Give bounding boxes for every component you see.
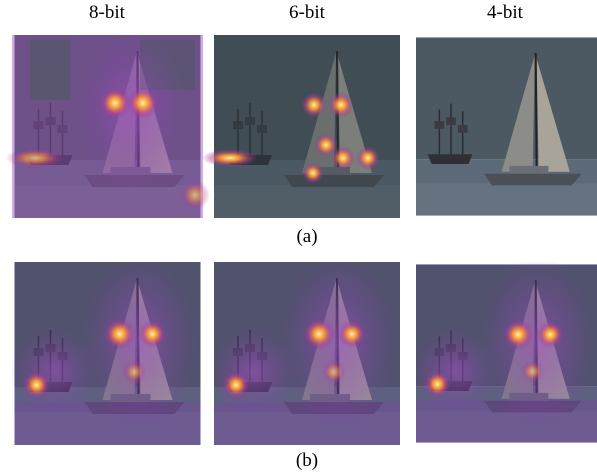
column-label: 8-bit bbox=[89, 2, 126, 23]
image-a-8bit bbox=[5, 30, 210, 218]
image-b-8bit bbox=[12, 262, 202, 445]
row-caption: (b) bbox=[296, 450, 318, 471]
image-b-4bit bbox=[416, 262, 597, 444]
image-b-6bit bbox=[214, 262, 400, 445]
column-label: 4-bit bbox=[487, 2, 524, 23]
image-a-6bit bbox=[202, 35, 400, 218]
row-caption: (a) bbox=[296, 226, 317, 247]
image-a-4bit bbox=[416, 36, 597, 217]
column-label: 6-bit bbox=[289, 2, 326, 23]
